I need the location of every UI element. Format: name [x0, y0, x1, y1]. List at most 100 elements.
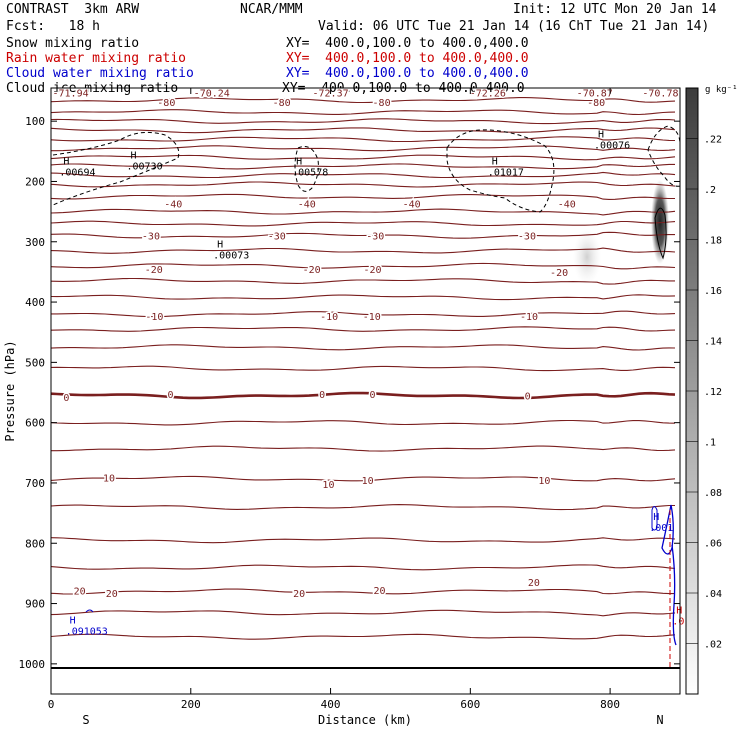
- model-title: CONTRAST 3km ARW: [6, 2, 140, 17]
- init-time: Init: 12 UTC Mon 20 Jan 14: [513, 2, 717, 17]
- forecast-hour: Fcst: 18 h: [6, 19, 100, 34]
- temperature-contour: [51, 277, 675, 285]
- colorbar-tick-label: .14: [704, 337, 722, 348]
- field-cloudwater-name: Cloud water mixing ratio: [6, 66, 194, 81]
- cloud-ice-contours: [52, 125, 680, 260]
- contour-label: -20: [363, 265, 381, 276]
- maximum-marker: H: [492, 156, 498, 167]
- contour-label: -70.87: [577, 88, 613, 99]
- temperature-contour: [51, 109, 676, 116]
- y-tick-label: 800: [25, 537, 45, 550]
- y-axis-title: Pressure (hPa): [3, 340, 17, 441]
- contour-label: 0: [63, 393, 69, 404]
- temperature-contour: [51, 344, 676, 351]
- cloud-ice-contour-north: [647, 125, 680, 187]
- field-snow-name: Snow mixing ratio: [6, 36, 140, 51]
- contour-label: 20: [373, 586, 385, 597]
- contour-label: 0: [369, 390, 375, 401]
- y-tick-label: 700: [25, 477, 45, 490]
- temperature-contour: [51, 136, 676, 143]
- temperature-contour: [51, 171, 676, 179]
- colorbar-tick-label: .06: [704, 539, 722, 550]
- contour-label: -40: [403, 199, 421, 210]
- contour-label: -40: [164, 199, 182, 210]
- temperature-contour: [51, 633, 676, 640]
- temperature-contour: [51, 247, 676, 254]
- temperature-contour: [51, 310, 676, 318]
- colorbar-tick-label: .02: [704, 640, 722, 651]
- temperature-contour: [51, 419, 676, 426]
- field-rain-xy: XY= 400.0,100.0 to 400.0,400.0: [286, 51, 529, 66]
- x-tick-label: 400: [321, 698, 341, 711]
- maximum-value: .001: [649, 523, 673, 534]
- temperature-contour: [51, 145, 676, 152]
- x-axis: 0 200 400 600 800: [48, 88, 620, 711]
- maximum-marker: H: [70, 615, 76, 626]
- valid-time: Valid: 06 UTC Tue 21 Jan 14 (16 ChT Tue …: [318, 19, 710, 34]
- contour-label: -20: [550, 268, 568, 279]
- cloud-ice-contour-east: [446, 129, 555, 213]
- temperature-contour: [51, 127, 676, 134]
- endpoint-north: N: [656, 713, 663, 727]
- cloud-water-contour-d: [85, 609, 94, 613]
- snow-mixing-ratio-shading: [573, 180, 669, 285]
- snow-contour-core: [654, 207, 667, 260]
- maximum-marker: H: [598, 129, 604, 140]
- contour-label: -40: [298, 199, 316, 210]
- temperature-contour: [51, 262, 676, 270]
- plot-frame: [50, 87, 681, 695]
- contour-label: -30: [518, 231, 536, 242]
- snow-shade-strong: [651, 180, 669, 264]
- temperature-contour: [51, 475, 676, 482]
- cloud-water-contour-c: [671, 544, 677, 646]
- temperature-contour: [51, 391, 676, 400]
- temperature-contour: [51, 193, 675, 200]
- field-snow-xy: XY= 400.0,100.0 to 400.0,400.0: [286, 36, 529, 51]
- y-tick-label: 900: [25, 598, 45, 611]
- contour-label: 20: [293, 589, 305, 600]
- maximum-value: .091053: [66, 626, 108, 637]
- center-label: NCAR/MMM: [240, 2, 303, 17]
- colorbar-tick-label: .12: [704, 387, 722, 398]
- contour-label: 0: [525, 392, 531, 403]
- maximum-marker: H: [653, 512, 659, 523]
- contour-label: -40: [558, 199, 576, 210]
- contour-label: -30: [268, 231, 286, 242]
- temperature-contour: [51, 208, 676, 216]
- temperature-contour: [51, 163, 675, 170]
- maximum-marker: H: [130, 150, 136, 161]
- temperature-contour: [51, 220, 676, 227]
- contour-label: 20: [528, 578, 540, 589]
- endpoint-south: S: [82, 713, 89, 727]
- contour-label: -20: [303, 265, 321, 276]
- contour-label: -80: [587, 98, 605, 109]
- contour-label: 20: [106, 589, 118, 600]
- temperature-contour: [51, 154, 676, 161]
- temperature-contour: [51, 326, 676, 332]
- temperature-contour: [51, 537, 676, 544]
- cloud-water-contour-b: [661, 504, 674, 555]
- cloud-rain-water-contours: [85, 504, 677, 668]
- y-tick-label: 100: [25, 115, 45, 128]
- x-axis-title: Distance (km): [318, 713, 412, 727]
- contour-label: -72.26: [470, 88, 506, 99]
- contour-label: -80: [273, 98, 291, 109]
- contour-label: 10: [103, 474, 115, 485]
- contour-label: 0: [167, 390, 173, 401]
- maximum-marker: H: [676, 606, 682, 617]
- contour-label: -70.24: [194, 88, 230, 99]
- temperature-contour: [51, 588, 675, 595]
- y-tick-label: 300: [25, 236, 45, 249]
- temperature-contour: [51, 294, 676, 301]
- contour-label: -80: [373, 98, 391, 109]
- contour-label: -10: [363, 312, 381, 323]
- temperature-contour: [51, 181, 676, 188]
- contour-label: 10: [322, 480, 334, 491]
- maximum-value: .01017: [488, 167, 524, 178]
- contour-label: -71.94: [53, 88, 89, 99]
- maximum-value: .014: [672, 617, 696, 628]
- contour-label: 10: [362, 476, 374, 487]
- colorbar: g kg⁻¹ .02 .04 .06 .08 .1 .12 .14 .16 .18 .2 .22: [685, 85, 738, 695]
